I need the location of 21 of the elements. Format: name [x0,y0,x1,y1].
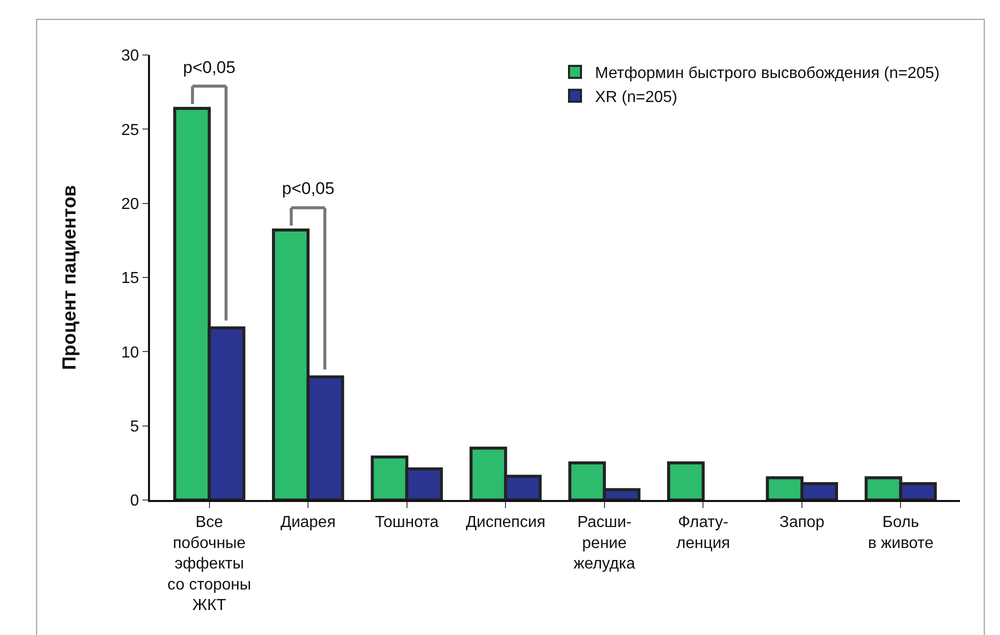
x-tick-label: Диарея [280,514,336,531]
y-axis-title: Процент пациентов [60,185,81,370]
x-tick-label: Расши- рение желудка [574,514,636,573]
y-tick-label: 5 [130,418,140,436]
x-tick-label: Флату- ленция [676,514,730,552]
legend-label: XR (n=205) [595,88,678,106]
y-tick-label: 10 [121,344,140,362]
y-tick-label: 25 [121,122,140,139]
x-tick-label: Все побочные эффекты со стороны ЖКТ [167,514,252,614]
annotation: p<0,05 [183,58,236,77]
y-tick-label: 30 [121,48,140,65]
y-tick-label: 20 [121,196,140,213]
y-tick-label: 0 [130,492,140,510]
annotation: p<0,05 [282,179,334,198]
x-tick-label: Боль в животе [868,514,934,552]
x-tick-label: Тошнота [374,514,439,531]
legend-label: Метформин быстрого высвобождения (n=205) [595,65,940,82]
y-tick-label: 15 [121,270,140,288]
bar [667,461,705,500]
x-tick-label: Диспепсия [466,514,546,531]
x-tick-label: Запор [779,514,825,531]
